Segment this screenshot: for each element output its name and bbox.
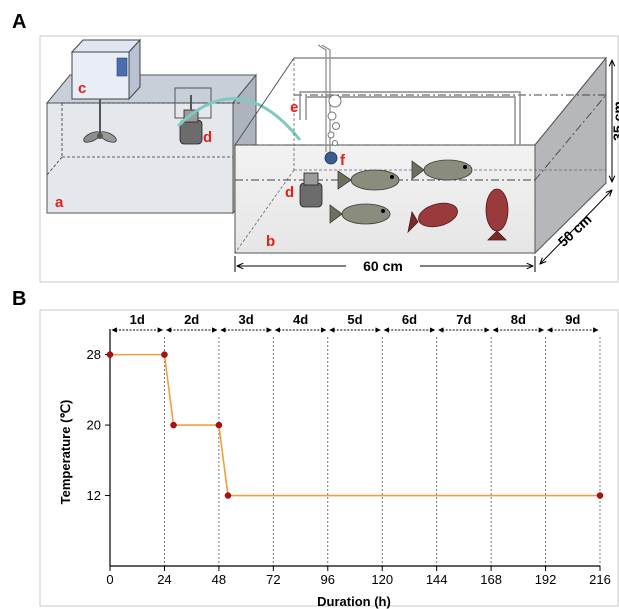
day-label-6: 6d — [402, 312, 417, 327]
panel-b: B 1d 2d 3d 4d 5d 6d 7d 8d 9d 0 24 48 72 96 120 144 168 1… — [12, 288, 619, 609]
label-d-small-tank: d — [203, 129, 212, 146]
day-label-2: 2d — [184, 312, 199, 327]
label-d-fish-tank: d — [285, 184, 294, 201]
day-label-1: 1d — [130, 312, 145, 327]
data-point-1 — [161, 351, 168, 358]
dimension-length: 60 cm — [234, 256, 536, 274]
data-point-0 — [106, 351, 114, 358]
panel-a-frame — [39, 35, 619, 283]
data-point-3 — [215, 421, 223, 429]
x-tick-label-144: 144 — [426, 572, 448, 587]
pump-fish-tank — [299, 172, 323, 208]
label-e: e — [290, 99, 298, 116]
data-point-4 — [224, 492, 232, 499]
x-tick-label-216: 216 — [589, 572, 611, 587]
y-tick-label-20: 20 — [87, 418, 101, 433]
label-f: f — [340, 152, 346, 169]
x-tick-label-96: 96 — [321, 572, 335, 587]
label-a: a — [55, 194, 64, 211]
x-tick-label-48: 48 — [212, 572, 226, 587]
x-tick-label-120: 120 — [371, 572, 393, 587]
day-label-8: 8d — [511, 312, 526, 327]
air-stone — [317, 44, 342, 165]
data-point-2 — [170, 421, 177, 429]
x-tick-label-168: 168 — [480, 572, 502, 587]
axes — [109, 329, 600, 567]
label-c: c — [78, 80, 86, 97]
day-arrows: 1d 2d 3d 4d 5d 6d 7d 8d 9d — [111, 312, 599, 333]
day-label-5: 5d — [347, 312, 362, 327]
x-tick-label-0: 0 — [106, 572, 113, 587]
data-point-5 — [596, 492, 604, 499]
panel-a-letter: A — [12, 11, 26, 33]
series-line-0 — [110, 353, 600, 497]
y-tick-label-28: 28 — [87, 347, 101, 362]
panel-b-frame — [39, 309, 619, 607]
day-label-4: 4d — [293, 312, 308, 327]
tube-e — [176, 97, 302, 141]
x-tick-label-72: 72 — [266, 572, 280, 587]
x-ticks: 0 24 48 72 96 120 144 168 192 216 — [106, 566, 611, 587]
dimension-height: 35 cm — [610, 60, 619, 182]
panel-a: A — [12, 11, 619, 283]
gridlines — [164, 337, 601, 566]
fish-tank — [234, 56, 608, 255]
y-ticks: 12 20 28 — [87, 347, 110, 503]
red-tilapia-fish-1 — [407, 202, 458, 234]
label-b: b — [266, 233, 275, 250]
tilapia-fish-3 — [329, 203, 391, 225]
y-tick-label-12: 12 — [87, 488, 101, 503]
dimension-length-label: 60 cm — [363, 258, 403, 274]
panel-b-letter: B — [12, 288, 26, 310]
x-axis-title: Duration (h) — [317, 594, 391, 609]
series-group — [106, 351, 604, 499]
red-tilapia-fish-2 — [485, 188, 509, 241]
tilapia-fish-1 — [337, 169, 400, 191]
temperature-chart: 1d 2d 3d 4d 5d 6d 7d 8d 9d 0 24 48 72 96 120 144 168 192… — [58, 312, 611, 609]
tilapia-fish-2 — [411, 159, 473, 181]
x-tick-label-192: 192 — [535, 572, 557, 587]
x-tick-label-24: 24 — [157, 572, 171, 587]
day-label-7: 7d — [456, 312, 471, 327]
day-label-3: 3d — [239, 312, 254, 327]
dimension-height-label: 35 cm — [610, 101, 619, 141]
day-label-9: 9d — [565, 312, 580, 327]
y-axis-title: Temperature (℃) — [58, 400, 73, 505]
temperature-controller — [70, 38, 142, 143]
